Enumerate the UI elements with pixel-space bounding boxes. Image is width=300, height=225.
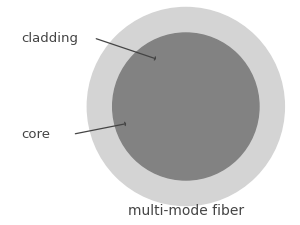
Text: multi-mode fiber: multi-mode fiber <box>128 204 244 218</box>
Text: core: core <box>22 128 51 141</box>
Circle shape <box>87 7 284 205</box>
Circle shape <box>113 33 259 180</box>
Text: cladding: cladding <box>22 32 79 45</box>
